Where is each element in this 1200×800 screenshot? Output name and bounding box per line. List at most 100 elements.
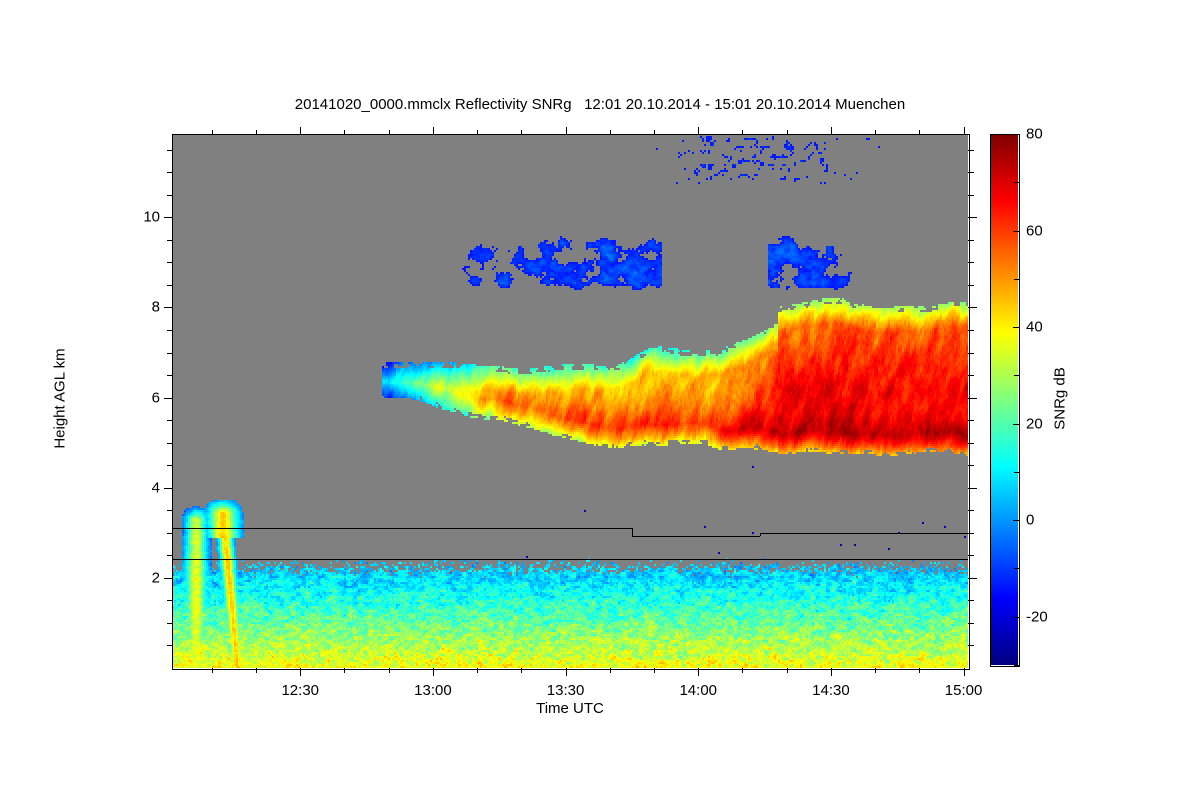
y-minor-tick-right — [968, 465, 974, 467]
y-minor-tick-right — [968, 532, 974, 534]
colorbar-tick — [1013, 616, 1019, 618]
y-minor-tick-right — [968, 420, 974, 422]
x-minor-tick — [388, 668, 390, 673]
x-minor-tick-top — [477, 130, 479, 135]
y-minor-tick-right — [968, 172, 974, 174]
y-minor-tick — [167, 420, 173, 422]
y-minor-tick-right — [968, 645, 974, 647]
y-tick-label: 4 — [151, 479, 160, 497]
x-major-tick-top — [963, 127, 965, 135]
y-minor-tick-right — [968, 352, 974, 354]
y-minor-tick-right — [968, 555, 974, 557]
colorbar-minor-tick — [1014, 182, 1019, 184]
colorbar-tick-label: 20 — [1026, 415, 1043, 433]
y-minor-tick — [167, 645, 173, 647]
y-major-tick-right — [968, 487, 977, 489]
colorbar-minor-tick — [1014, 665, 1019, 666]
colorbar-minor-tick — [1014, 375, 1019, 377]
y-minor-tick-right — [968, 262, 974, 264]
x-minor-tick — [344, 668, 346, 673]
colorbar-tick-label: 60 — [1026, 222, 1043, 240]
y-major-tick — [164, 307, 173, 309]
x-tick-label: 14:00 — [679, 682, 718, 699]
y-minor-tick — [167, 532, 173, 534]
y-minor-tick — [167, 442, 173, 444]
range-gate-step-line-lower-segment — [172, 558, 968, 560]
x-major-tick — [565, 668, 567, 676]
y-tick-label: 2 — [151, 569, 160, 587]
x-minor-tick — [256, 668, 258, 673]
x-major-tick-top — [830, 127, 832, 135]
y-tick-label: 6 — [151, 389, 160, 407]
y-minor-tick — [167, 284, 173, 286]
y-major-tick — [164, 397, 173, 399]
colorbar-minor-tick — [1014, 568, 1019, 570]
y-minor-tick — [167, 622, 173, 624]
y-minor-tick — [167, 465, 173, 467]
colorbar-tick-label: 0 — [1026, 511, 1035, 529]
colorbar-tick — [1013, 134, 1019, 135]
y-minor-tick — [167, 172, 173, 174]
x-minor-tick — [211, 668, 213, 673]
plot-title: 20141020_0000.mmclx Reflectivity SNRg 12… — [294, 96, 906, 113]
colorbar-tick — [1013, 423, 1019, 425]
x-minor-tick — [654, 668, 656, 673]
x-minor-tick-top — [875, 130, 877, 135]
y-major-tick-right — [968, 217, 977, 219]
x-minor-tick-top — [388, 130, 390, 135]
y-minor-tick — [167, 375, 173, 377]
y-minor-tick — [167, 510, 173, 512]
range-gate-step-line-upper-segment — [631, 536, 761, 538]
colorbar-tick-label: 80 — [1026, 125, 1043, 143]
x-minor-tick — [521, 668, 523, 673]
y-minor-tick-right — [968, 442, 974, 444]
reflectivity-heatmap — [172, 134, 968, 668]
x-major-tick-top — [565, 127, 567, 135]
range-gate-step-line-upper-riser — [631, 528, 633, 537]
x-minor-tick — [609, 668, 611, 673]
x-minor-tick — [786, 668, 788, 673]
x-major-tick-top — [698, 127, 700, 135]
x-minor-tick — [919, 668, 921, 673]
y-axis-label: Height AGL km — [51, 348, 69, 449]
x-minor-tick-top — [786, 130, 788, 135]
y-tick-label: 8 — [151, 298, 160, 316]
y-minor-tick — [167, 330, 173, 332]
x-major-tick — [300, 668, 302, 676]
y-minor-tick — [167, 555, 173, 557]
y-minor-tick — [167, 600, 173, 602]
y-minor-tick — [167, 352, 173, 354]
x-tick-label: 12:30 — [281, 682, 320, 699]
colorbar-tick-label: -20 — [1026, 608, 1048, 626]
x-major-tick — [698, 668, 700, 676]
colorbar-minor-tick — [1014, 278, 1019, 280]
x-minor-tick-top — [256, 130, 258, 135]
x-major-tick-top — [432, 127, 434, 135]
x-major-tick — [432, 668, 434, 676]
y-minor-tick-right — [968, 284, 974, 286]
y-major-tick-right — [968, 577, 977, 579]
y-minor-tick-right — [968, 239, 974, 241]
y-minor-tick-right — [968, 194, 974, 196]
x-tick-label: 13:00 — [414, 682, 452, 699]
x-minor-tick-top — [211, 130, 213, 135]
x-minor-tick — [742, 668, 744, 673]
x-tick-label: 13:30 — [546, 682, 585, 699]
x-minor-tick — [477, 668, 479, 673]
y-minor-tick-right — [968, 330, 974, 332]
x-minor-tick-top — [609, 130, 611, 135]
y-minor-tick-right — [968, 375, 974, 377]
x-minor-tick-top — [742, 130, 744, 135]
y-minor-tick — [167, 194, 173, 196]
x-major-tick — [963, 668, 965, 676]
y-minor-tick-right — [968, 622, 974, 624]
x-minor-tick-top — [344, 130, 346, 135]
y-major-tick — [164, 487, 173, 489]
y-minor-tick — [167, 149, 173, 151]
colorbar-tick — [1013, 327, 1019, 329]
colorbar-axis-label: SNRg dB — [1051, 367, 1069, 430]
y-minor-tick-right — [968, 510, 974, 512]
y-major-tick-right — [968, 307, 977, 309]
range-gate-step-line-upper-segment — [760, 532, 968, 534]
